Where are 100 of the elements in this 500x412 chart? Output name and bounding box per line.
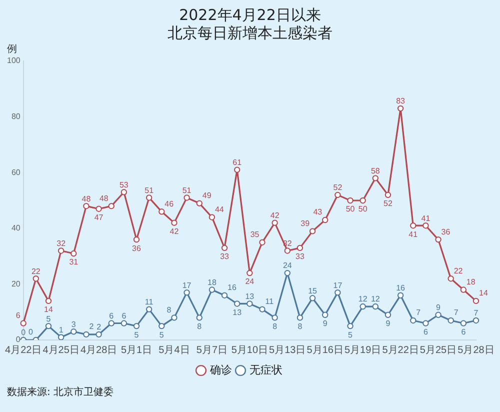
- point: [448, 317, 454, 324]
- x-tick-label: 4月22日: [5, 344, 42, 356]
- y-tick-label: 20: [11, 279, 21, 288]
- data-label: 14: [479, 288, 488, 298]
- point: [196, 314, 202, 321]
- data-label: 5: [46, 314, 52, 324]
- data-label: 2: [89, 322, 94, 332]
- point: [171, 220, 178, 226]
- data-label: 13: [245, 292, 255, 301]
- data-label: 53: [119, 180, 129, 190]
- point: [296, 244, 304, 252]
- data-label: 51: [182, 186, 192, 195]
- point: [384, 192, 392, 198]
- point: [234, 300, 240, 307]
- data-label: 16: [228, 283, 237, 292]
- point: [246, 300, 253, 307]
- y-tick-label: 80: [11, 112, 21, 122]
- y-tick-label: 0: [16, 335, 21, 344]
- data-label: 12: [358, 294, 368, 304]
- chart-title: 2022年4月22日以来: [178, 6, 322, 24]
- point: [133, 322, 140, 330]
- data-label: 48: [82, 194, 92, 204]
- point: [146, 194, 152, 201]
- point: [246, 270, 253, 276]
- data-label: 6: [461, 327, 466, 336]
- data-label: 33: [296, 252, 305, 262]
- data-label: 50: [358, 204, 368, 214]
- point: [108, 202, 114, 210]
- point: [208, 214, 216, 220]
- data-label: 9: [322, 319, 328, 328]
- data-label: 42: [270, 211, 280, 220]
- point: [196, 200, 202, 206]
- point: [133, 236, 140, 243]
- data-label: 39: [300, 218, 310, 228]
- data-label: 6: [16, 310, 21, 320]
- x-tick-label: 5月25日: [420, 344, 457, 356]
- point: [334, 289, 341, 296]
- source-note: 数据来源: 北京市卫健委: [7, 386, 114, 399]
- point: [58, 248, 64, 254]
- point: [347, 322, 354, 330]
- point: [347, 197, 354, 204]
- point: [221, 244, 228, 252]
- y-tick-label: 60: [11, 168, 21, 177]
- data-label: 48: [99, 194, 109, 203]
- point: [259, 306, 266, 312]
- legend-label: 无症状: [250, 363, 282, 376]
- data-label: 24: [245, 277, 255, 286]
- point: [45, 298, 52, 304]
- point: [96, 331, 102, 338]
- data-label: 58: [370, 166, 380, 176]
- data-label: 5: [348, 330, 354, 340]
- x-tick-label: 4月25日: [42, 344, 80, 356]
- data-label: 7: [416, 308, 422, 318]
- point: [410, 222, 416, 229]
- point: [96, 206, 102, 212]
- data-label: 49: [202, 190, 212, 200]
- data-label: 6: [423, 327, 428, 336]
- point: [83, 202, 90, 210]
- point: [259, 239, 266, 246]
- x-tick-label: 5月19日: [344, 344, 382, 356]
- data-label: 17: [333, 280, 343, 290]
- point: [435, 312, 442, 318]
- data-label: 36: [441, 227, 451, 236]
- x-tick-label: 5月22日: [382, 344, 419, 356]
- data-label: 11: [265, 297, 274, 306]
- x-tick-label: 5月4日: [158, 344, 190, 356]
- data-label: 22: [454, 266, 464, 276]
- data-label: 43: [313, 208, 323, 217]
- data-label: 12: [370, 294, 380, 304]
- data-label: 5: [134, 330, 140, 340]
- data-label: 14: [44, 305, 54, 314]
- data-label: 8: [197, 322, 202, 331]
- data-label: 7: [454, 308, 459, 318]
- point: [70, 250, 77, 257]
- data-label: 22: [31, 266, 41, 276]
- data-label: 18: [466, 277, 476, 286]
- data-label: 36: [132, 244, 142, 253]
- data-label: 8: [298, 322, 303, 331]
- point: [384, 312, 392, 318]
- chart-subtitle: 北京每日新增本土感染者: [166, 24, 334, 42]
- point: [422, 320, 429, 326]
- point: [422, 222, 429, 229]
- data-label: 51: [144, 186, 154, 195]
- data-label: 44: [214, 204, 224, 214]
- data-label: 9: [386, 319, 391, 328]
- data-label: 35: [250, 230, 260, 240]
- data-label: 2: [96, 322, 102, 332]
- point: [284, 248, 290, 254]
- point: [360, 303, 366, 310]
- data-label: 52: [333, 183, 343, 192]
- data-label: 41: [408, 230, 418, 239]
- point: [296, 314, 304, 321]
- point: [108, 320, 114, 326]
- data-label: 24: [282, 261, 292, 270]
- point: [448, 276, 454, 282]
- data-label: 32: [56, 238, 66, 248]
- y-axis-title: 例: [7, 44, 17, 56]
- data-label: 83: [396, 96, 406, 106]
- x-tick-label: 5月16日: [306, 344, 344, 356]
- data-label: 6: [122, 311, 127, 320]
